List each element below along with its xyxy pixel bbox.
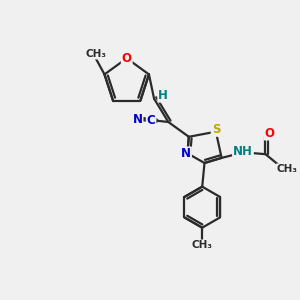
Text: N: N — [181, 147, 191, 161]
Text: C: C — [147, 114, 155, 127]
Text: N: N — [133, 112, 142, 126]
Text: S: S — [212, 123, 220, 136]
Text: CH₃: CH₃ — [277, 164, 298, 174]
Text: O: O — [122, 52, 132, 65]
Text: O: O — [265, 127, 275, 140]
Text: NH: NH — [233, 145, 253, 158]
Text: CH₃: CH₃ — [192, 240, 213, 250]
Text: CH₃: CH₃ — [85, 49, 106, 58]
Text: H: H — [158, 89, 168, 102]
